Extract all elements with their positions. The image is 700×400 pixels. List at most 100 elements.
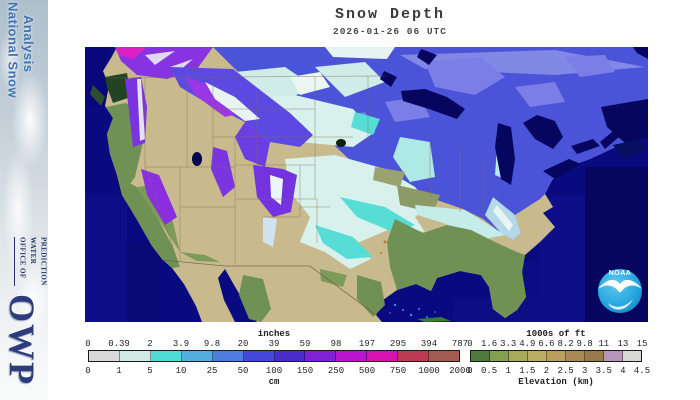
snow-segment-2: [150, 351, 182, 361]
us-snow-map-svg: [85, 47, 648, 322]
mexico-border: [161, 259, 377, 316]
office-line3: PREDICTION: [39, 237, 48, 286]
elev-segment-6: [585, 351, 604, 361]
snow-segment-5: [243, 351, 275, 361]
elevation-legend-ft-ticks: 0 1.6 3.3 4.9 6.6 8.2 9.8 11 13 15: [467, 339, 647, 349]
appalachian-snow: [485, 197, 521, 240]
snow-cm-tick-150: 150: [296, 366, 314, 376]
elev-ft-tick-11: 11: [598, 339, 610, 349]
state-borders: [106, 75, 484, 265]
snow-inch-tick-39: 39: [268, 339, 280, 349]
snow-inch-tick-2: 2: [147, 339, 153, 349]
elev-segment-2: [509, 351, 528, 361]
elev-km-tick-4: 4: [620, 366, 626, 376]
noaa-logo-text: NOAA: [609, 270, 632, 277]
snow-depth-colorbar: [88, 350, 460, 362]
snow-inch-tick-20: 20: [237, 339, 249, 349]
great-lakes: [380, 47, 648, 185]
snow-segment-8: [336, 351, 368, 361]
snow-segment-11: [429, 351, 460, 361]
elev-segment-1: [490, 351, 509, 361]
snow-segment-6: [274, 351, 306, 361]
snow-cm-tick-5: 5: [147, 366, 153, 376]
elevation-colorbar: [470, 350, 642, 362]
elev-km-tick-3: 3: [581, 366, 588, 376]
elevation-legend-ft-label: 1000s of ft: [526, 329, 586, 339]
snow-segment-10: [398, 351, 430, 361]
snow-legend-cm-ticks: 0 1 5 10 25 50 100 150 250 500 750 1000 2000: [85, 366, 471, 376]
office-line2: WATER: [29, 237, 37, 265]
office-line1: OFFICE OF: [18, 237, 27, 279]
snow-inch-tick-394: 394: [420, 339, 438, 349]
elev-ft-tick-3.3: 3.3: [500, 339, 517, 349]
snow-cm-tick-100: 100: [265, 366, 283, 376]
snow-legend-inches-label: inches: [257, 329, 291, 339]
snow-inch-tick-295: 295: [389, 339, 407, 349]
elev-segment-8: [623, 351, 641, 361]
elev-km-tick-1.5: 1.5: [519, 366, 536, 376]
owp-logo[interactable]: OWP: [2, 294, 42, 386]
snow-cm-tick-2000: 2000: [449, 366, 471, 376]
snow-cm-tick-500: 500: [358, 366, 376, 376]
snow-segment-3: [181, 351, 213, 361]
snow-inch-tick-0.39: 0.39: [108, 339, 130, 349]
snow-inch-tick-3.9: 3.9: [172, 339, 190, 349]
elev-segment-0: [471, 351, 490, 361]
snow-inch-tick-59: 59: [299, 339, 311, 349]
map-datetime: 2026-01-26 06 UTC: [333, 26, 447, 37]
snow-cm-tick-10: 10: [175, 366, 187, 376]
elev-km-tick-3.5: 3.5: [595, 366, 612, 376]
bahamas-speckles: [389, 303, 436, 318]
elev-ft-tick-4.9: 4.9: [519, 339, 536, 349]
snow-cm-tick-250: 250: [327, 366, 345, 376]
elevation-legend-km-ticks: 0 0.5 1 1.5 2 2.5 3 3.5 4 4.5: [467, 366, 650, 376]
noaa-logo[interactable]: NOAA: [593, 262, 647, 316]
snow-segment-1: [119, 351, 151, 361]
snow-inch-tick-98: 98: [330, 339, 342, 349]
snow-legend-cm-label: cm: [268, 377, 280, 387]
snow-cm-tick-25: 25: [206, 366, 218, 376]
elev-segment-3: [528, 351, 547, 361]
noaa-logo-svg: NOAA: [593, 262, 647, 316]
elev-km-tick-2: 2: [543, 366, 550, 376]
elev-ft-tick-1.6: 1.6: [481, 339, 498, 349]
snow-depth-map[interactable]: NOAA: [85, 47, 648, 322]
page-title: Snow Depth: [334, 6, 445, 23]
elev-km-tick-4.5: 4.5: [633, 366, 651, 376]
elev-segment-7: [604, 351, 623, 361]
snow-inch-tick-787: 787: [451, 339, 469, 349]
vegetation-green: [105, 103, 526, 322]
snow-cm-tick-1000: 1000: [418, 366, 440, 376]
elev-ft-tick-8.2: 8.2: [557, 339, 574, 349]
snow-cm-tick-750: 750: [389, 366, 407, 376]
snow-cm-tick-0: 0: [85, 366, 91, 376]
elev-km-tick-2.5: 2.5: [557, 366, 574, 376]
banner-line2: Analysis: [21, 15, 37, 73]
office-of-water-prediction-label: OFFICE OF WATER PREDICTION: [14, 237, 49, 286]
snow-legend-inch-ticks: 0 0.39 2 3.9 9.8 20 39 59 98 197 295 394 787: [85, 339, 468, 349]
elev-km-tick-0: 0: [467, 366, 473, 376]
elev-km-tick-1: 1: [505, 366, 511, 376]
elev-ft-tick-15: 15: [636, 339, 648, 349]
sidebar: National Snow Analysis OFFICE OF WATER P…: [0, 0, 48, 400]
elev-ft-tick-13: 13: [617, 339, 629, 349]
snow-inch-tick-0: 0: [85, 339, 91, 349]
snow-cm-tick-50: 50: [237, 366, 249, 376]
elevation-axis-label: Elevation (km): [518, 377, 594, 387]
snow-segment-4: [212, 351, 244, 361]
elev-ft-tick-9.8: 9.8: [576, 339, 593, 349]
snow-segment-9: [367, 351, 399, 361]
map-header: Snow Depth 2026-01-26 06 UTC: [140, 6, 640, 37]
snow-inch-tick-9.8: 9.8: [203, 339, 221, 349]
national-snow-analysis-banner[interactable]: National Snow Analysis: [5, 2, 37, 99]
banner-line1: National Snow: [5, 2, 21, 99]
elev-ft-tick-0: 0: [467, 339, 473, 349]
snow-cm-tick-1: 1: [116, 366, 122, 376]
snow-cover-blue: [213, 47, 648, 240]
snow-inch-tick-197: 197: [358, 339, 376, 349]
mountain-snow-purple: [115, 47, 346, 247]
elev-ft-tick-6.6: 6.6: [538, 339, 555, 349]
elev-km-tick-0.5: 0.5: [481, 366, 498, 376]
snow-cover-light: [233, 95, 505, 269]
